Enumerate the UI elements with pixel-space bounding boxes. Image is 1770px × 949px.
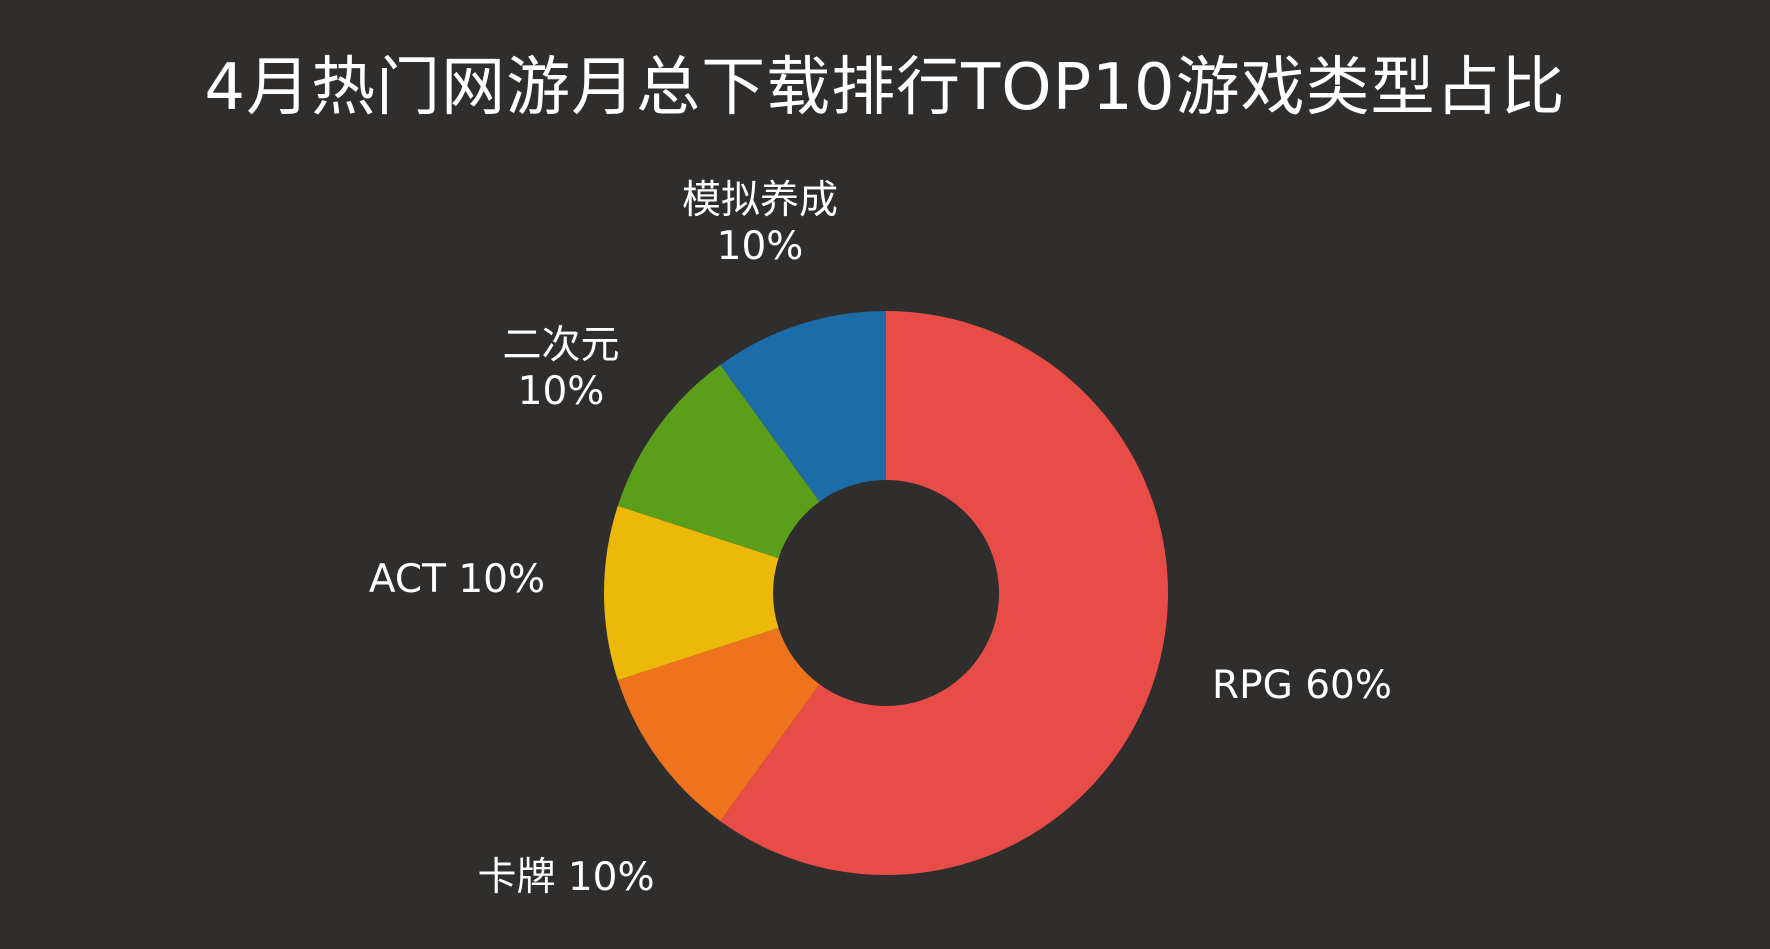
slice-label-2: 卡牌 10% [477,855,654,900]
pie-slice-2 [617,627,820,822]
pie-slices [603,311,1168,876]
slice-label-1: RPG 60% [1212,663,1392,708]
pie-slice-3 [603,505,779,681]
slice-label-5: 模拟养成 10% [682,178,838,269]
pie-slice-1 [720,311,1168,876]
pie-labels: RPG 60% 卡牌 10% ACT 10% 二次元 10% 模拟养成 10% [369,178,1392,900]
pie-slice-5 [720,311,886,502]
chart-title: 4月热门网游月总下载排行TOP10游戏类型占比 [204,51,1566,125]
pie-slice-4 [617,364,820,559]
slice-label-4: 二次元 10% [502,323,619,414]
slice-label-3: ACT 10% [369,557,545,602]
